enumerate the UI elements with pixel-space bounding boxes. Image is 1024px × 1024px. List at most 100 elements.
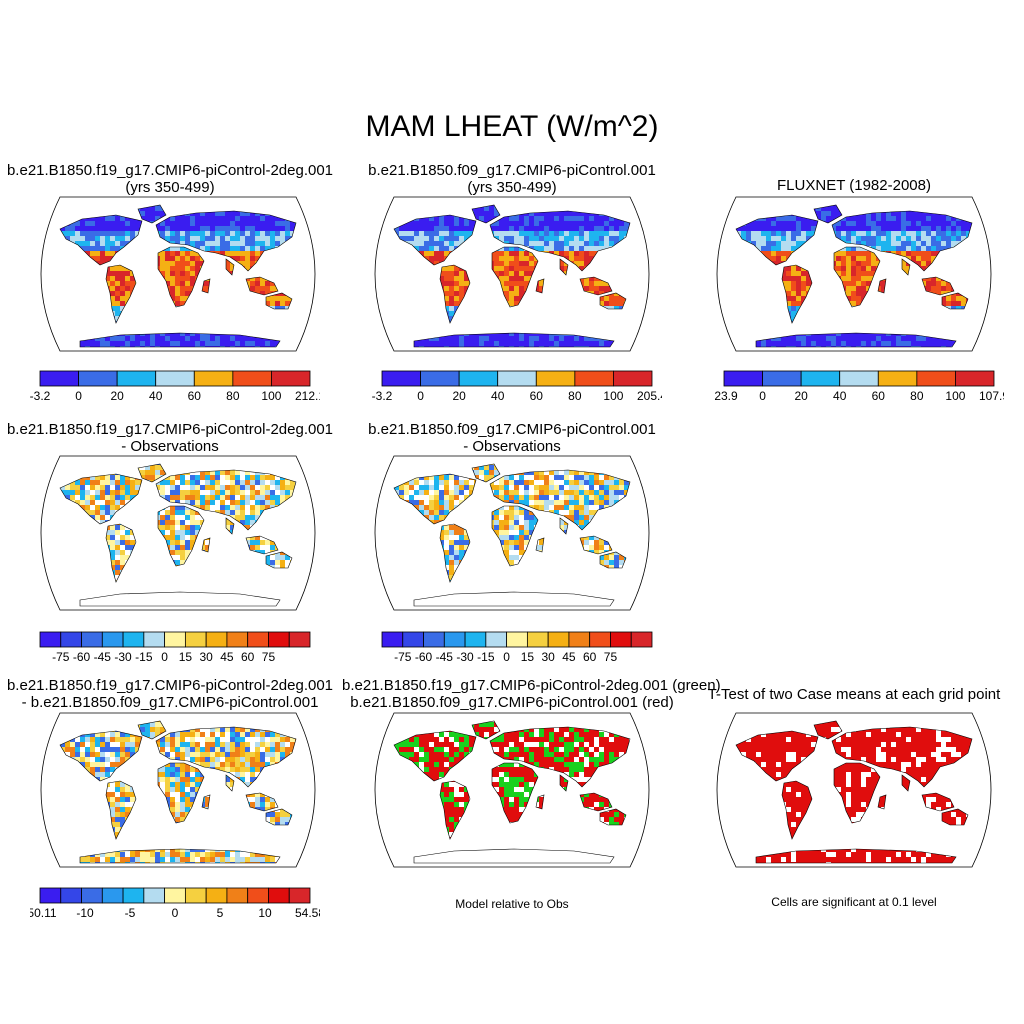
colorbar-label: 0 (759, 389, 766, 402)
colorbar-label: 75 (262, 650, 276, 663)
colorbar-label: 75 (604, 650, 618, 663)
figure-title: MAM LHEAT (W/m^2) (365, 110, 659, 143)
colorbar-label: 0 (417, 389, 424, 402)
panel-title-ttest: T-Test of two Case means at each grid po… (684, 686, 1024, 703)
coastline (265, 551, 293, 569)
colorbar-label: 15 (179, 650, 193, 663)
map-case1 (40, 196, 316, 352)
colorbar-case1: -3.2 0 20 40 60 80 100 212.1 (30, 370, 320, 402)
colorbar-swatch (164, 631, 186, 648)
colorbar-swatch (589, 631, 611, 648)
panel-title-line2: - b.e21.B1850.f09_g17.CMIP6-piControl.00… (21, 694, 319, 711)
colorbar-swatch (81, 631, 103, 648)
coastline (393, 214, 477, 266)
coastline (755, 332, 957, 348)
coastline (439, 264, 471, 324)
map-case2 (374, 196, 650, 352)
colorbar-swatch (610, 631, 632, 648)
colorbar-label: -50.11 (30, 906, 57, 919)
colorbar-label: 212.1 (295, 389, 320, 402)
coastline (393, 473, 477, 525)
coastline (491, 246, 539, 308)
colorbar-label: 40 (833, 389, 847, 402)
colorbar-case2-minus-obs: -75 -60 -45 -30 -15 0 15 30 45 60 75 (381, 631, 653, 663)
panel-title-line1: b.e21.B1850.f19_g17.CMIP6-piControl-2deg… (6, 421, 334, 438)
colorbar-label: 60 (583, 650, 597, 663)
colorbar-label: 100 (603, 389, 623, 402)
model-relative-note: Model relative to Obs (455, 897, 569, 911)
panel-title-line1: b.e21.B1850.f09_g17.CMIP6-piControl.001 (368, 421, 656, 438)
colorbar-label: 80 (226, 389, 240, 402)
colorbar-swatch (78, 370, 118, 387)
colorbar-swatch (155, 370, 195, 387)
coastline (813, 720, 843, 740)
colorbar-label: 80 (910, 389, 924, 402)
colorbar-label: 40 (149, 389, 163, 402)
colorbar-swatch (535, 370, 576, 387)
coastline (155, 469, 297, 531)
coastline (157, 505, 205, 567)
colorbar-label: -60 (73, 650, 91, 663)
colorbar-label: 54.58 (295, 906, 320, 919)
colorbar-label: 107.9 (979, 389, 1004, 402)
land-field (394, 205, 630, 347)
coastline (393, 730, 477, 782)
colorbar-swatch (288, 887, 311, 904)
colorbar-label: 60 (872, 389, 886, 402)
coastline (559, 517, 569, 535)
map-frame (374, 712, 650, 868)
colorbar-swatch (39, 370, 79, 387)
colorbar-label: 5 (217, 906, 224, 919)
panel-title-case1: b.e21.B1850.f19_g17.CMIP6-piControl-2deg… (0, 162, 340, 196)
coastline (157, 246, 205, 308)
colorbar-label: 20 (794, 389, 808, 402)
colorbar-case1-minus-obs: -75 -60 -45 -30 -15 0 15 30 45 60 75 (39, 631, 311, 663)
coastline (901, 774, 911, 792)
coastline (559, 258, 569, 276)
coastline (225, 517, 235, 535)
colorbar-case-diff: -50.11 -10 -5 0 5 10 54.58 (30, 887, 320, 919)
antarctica-outline (79, 591, 281, 607)
colorbar-swatch (497, 370, 537, 387)
colorbar-swatch (101, 887, 124, 904)
colorbar-swatch (271, 370, 311, 387)
coastline (413, 332, 615, 348)
coastline (489, 726, 631, 788)
panel-title-line2: - Observations (121, 438, 219, 455)
coastline (105, 523, 137, 583)
coastline (471, 720, 501, 740)
coastline (79, 332, 281, 348)
panel-title-case1-minus-obs: b.e21.B1850.f19_g17.CMIP6-piControl-2deg… (0, 421, 340, 455)
colorbar-label: 205.4 (637, 389, 662, 402)
coastline (79, 848, 281, 864)
coastline (579, 276, 613, 296)
coastline (941, 808, 969, 826)
colorbar-label: -10 (76, 906, 94, 919)
colorbar-label: 0 (161, 650, 168, 663)
colorbar-swatch (877, 370, 918, 387)
map-frame (374, 455, 650, 611)
colorbar-swatch (506, 631, 528, 648)
coastline (225, 774, 235, 792)
coastline (781, 780, 813, 840)
colorbar-swatch (101, 631, 124, 648)
colorbar-swatch (247, 887, 269, 904)
colorbar-swatch (916, 370, 956, 387)
colorbar-swatch (464, 631, 487, 648)
colorbar-swatch (205, 887, 228, 904)
coastline (535, 794, 545, 810)
colorbar-label: -3.2 (30, 389, 51, 402)
land-field (736, 205, 972, 347)
panel-title-line2: - Observations (463, 438, 561, 455)
panel-title-line1: T-Test of two Case means at each grid po… (707, 686, 1001, 703)
colorbar-obs: -23.9 0 20 40 60 80 100 107.9 (714, 370, 1004, 402)
colorbar-swatch (122, 887, 145, 904)
colorbar-swatch (39, 631, 62, 648)
colorbar-label: 20 (452, 389, 466, 402)
colorbar-swatch (288, 631, 311, 648)
colorbar-swatch (800, 370, 841, 387)
colorbar-label: 100 (261, 389, 281, 402)
colorbar-label: -45 (94, 650, 112, 663)
colorbar-label: 80 (568, 389, 582, 402)
colorbar-swatch (143, 631, 166, 648)
